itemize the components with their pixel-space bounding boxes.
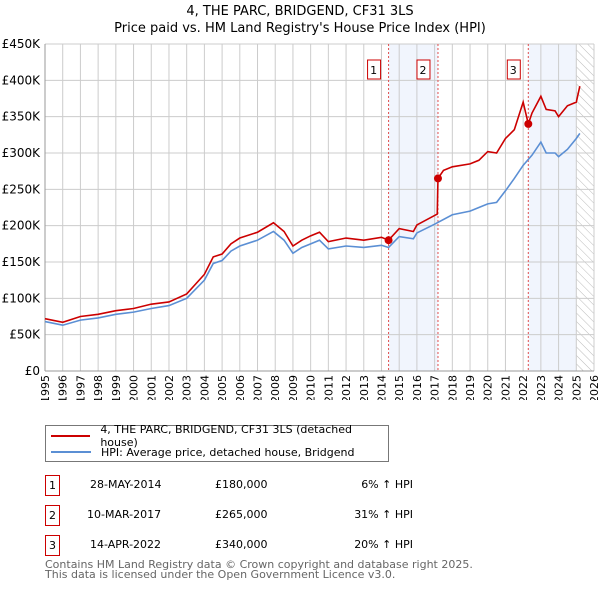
- y-tick-label: £100K: [2, 291, 42, 305]
- y-tick-label: £400K: [2, 73, 42, 87]
- x-tick-label: 2018: [446, 375, 459, 400]
- sale-date: 28-MAY-2014: [90, 478, 162, 491]
- hpi-line: [44, 132, 581, 327]
- x-tick-label: 2020: [482, 375, 495, 400]
- x-tick-label: 2008: [269, 375, 282, 400]
- y-tick-label: £250K: [2, 182, 42, 196]
- sale-marker-box: [416, 59, 431, 80]
- sale-price: £340,000: [215, 538, 268, 551]
- x-tick-label: 2010: [305, 375, 318, 400]
- x-tick-label: 2007: [252, 375, 265, 400]
- sale-marker-label: 3: [510, 64, 517, 77]
- legend-swatch-property: [51, 435, 91, 437]
- sale-marker-box: [367, 59, 382, 80]
- x-tick-label: 2002: [163, 375, 176, 400]
- y-tick-label: £350K: [2, 110, 42, 124]
- sale-marker-label: 1: [370, 64, 377, 77]
- sale-row: 2 10-MAR-2017 £265,000 31% ↑ HPI: [45, 505, 465, 526]
- forecast-hatch: [576, 44, 594, 371]
- x-tick-label: 2004: [198, 375, 211, 400]
- x-tick-label: 2025: [570, 375, 583, 400]
- x-tick-label: 2000: [128, 375, 141, 400]
- sale-date: 14-APR-2022: [90, 538, 162, 551]
- x-tick-label: 2021: [499, 375, 512, 400]
- price-chart: 1995 1996 1997 1998 1999 2000 2001 2002 2003 2004…: [2, 37, 600, 400]
- legend-label-property: 4, THE PARC, BRIDGEND, CF31 3LS (detache…: [100, 423, 353, 449]
- x-tick-label: 2019: [464, 375, 477, 400]
- sale-marker-label: 2: [419, 64, 426, 77]
- x-tick-label: 2001: [145, 375, 158, 400]
- sale-point: [433, 174, 442, 183]
- sale-point: [384, 236, 393, 245]
- x-tick-label: 2015: [393, 375, 406, 400]
- sale-badge: 1: [45, 475, 60, 496]
- sale-price: £180,000: [215, 478, 268, 491]
- x-tick-label: 2024: [553, 375, 566, 400]
- y-tick-label: £50K: [9, 328, 41, 342]
- x-tick-label: 2014: [375, 375, 388, 400]
- x-tick-label: 2006: [234, 375, 247, 400]
- sale-badge: 2: [45, 505, 60, 526]
- x-tick-label: 2011: [322, 375, 335, 400]
- sale-hpi-diff: 20% ↑ HPI: [354, 538, 413, 551]
- legend-swatch-hpi: [51, 451, 91, 453]
- sale-row: 3 14-APR-2022 £340,000 20% ↑ HPI: [45, 535, 465, 556]
- x-tick-label: 2022: [517, 375, 530, 400]
- x-tick-label: 1999: [110, 375, 123, 400]
- sale-row: 1 28-MAY-2014 £180,000 6% ↑ HPI: [45, 475, 465, 496]
- sale-point: [524, 119, 533, 128]
- x-tick-label: 2017: [429, 375, 442, 400]
- x-tick-label: 1996: [57, 375, 70, 400]
- x-tick-label: 2026: [588, 375, 600, 400]
- chart-title: 4, THE PARC, BRIDGEND, CF31 3LS: [186, 4, 414, 19]
- y-tick-label: £0: [25, 364, 40, 378]
- x-tick-label: 2016: [411, 375, 424, 400]
- x-tick-label: 2013: [358, 375, 371, 400]
- x-tick-label: 1995: [39, 375, 52, 400]
- x-tick-label: 2005: [216, 375, 229, 400]
- sale-price: £265,000: [215, 508, 268, 521]
- sale-badge: 3: [45, 535, 60, 556]
- x-tick-label: 1998: [92, 375, 105, 400]
- x-tick-label: 2012: [340, 375, 353, 400]
- x-tick-label: 1997: [74, 375, 87, 400]
- property-price-line: [44, 85, 581, 324]
- legend-label-hpi: HPI: Average price, detached house, Brid…: [101, 445, 355, 459]
- sale-hpi-diff: 6% ↑ HPI: [361, 478, 413, 491]
- sale-marker-box: [506, 59, 521, 80]
- sale-date: 10-MAR-2017: [87, 508, 162, 521]
- chart-subtitle: Price paid vs. HM Land Registry's House …: [114, 21, 486, 36]
- footer: Contains HM Land Registry data © Crown c…: [45, 558, 473, 581]
- y-tick-label: £150K: [2, 255, 42, 269]
- x-tick-label: 2009: [287, 375, 300, 400]
- x-tick-label: 2023: [535, 375, 548, 400]
- y-tick-label: £300K: [2, 146, 42, 160]
- y-tick-label: £200K: [2, 219, 42, 233]
- sale-hpi-diff: 31% ↑ HPI: [354, 508, 413, 521]
- shaded-period: [388, 44, 438, 371]
- y-tick-label: £450K: [2, 37, 42, 51]
- footer-line-1: Contains HM Land Registry data © Crown c…: [45, 558, 473, 571]
- footer-line-2: This data is licensed under the Open Gov…: [45, 568, 396, 581]
- legend: 4, THE PARC, BRIDGEND, CF31 3LS (detache…: [45, 423, 389, 462]
- shaded-period: [528, 44, 577, 371]
- x-tick-label: 2003: [181, 375, 194, 400]
